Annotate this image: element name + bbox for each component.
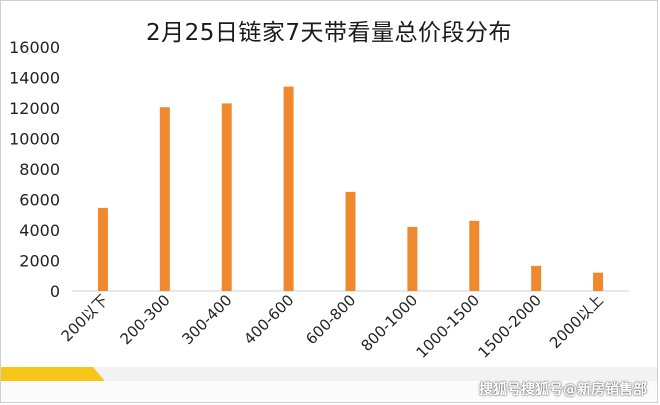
y-tick-label: 12000	[9, 99, 60, 118]
x-tick-label: 400-600	[240, 291, 297, 348]
chart-title: 2月25日链家7天带看量总价段分布	[145, 20, 513, 46]
x-tick-label: 1500-2000	[474, 291, 545, 362]
x-tick-label: 2000以上	[546, 291, 607, 352]
x-tick-label: 1000-1500	[413, 291, 484, 362]
bar-200-300	[159, 107, 170, 291]
y-tick-label: 16000	[9, 38, 60, 57]
x-tick-label: 800-1000	[357, 291, 421, 355]
x-tick-label: 200-300	[117, 291, 174, 348]
x-tick-label: 200以下	[58, 291, 112, 345]
bar-1500-2000	[531, 265, 542, 291]
y-tick-label: 8000	[19, 160, 60, 179]
y-tick-label: 4000	[19, 221, 60, 240]
x-tick-label: 300-400	[178, 291, 235, 348]
bar-800-1000	[407, 226, 418, 291]
x-tick-label: 600-800	[302, 291, 359, 348]
y-tick-label: 6000	[19, 191, 60, 210]
bar-200以下	[97, 207, 108, 291]
watermark: 搜狐号搜狐号@新房销售部	[479, 382, 647, 398]
bar-400-600	[283, 86, 294, 292]
y-tick-label: 2000	[19, 252, 60, 271]
y-tick-label: 0	[50, 282, 60, 301]
bar-1000-1500	[469, 220, 480, 291]
footer-band	[1, 367, 657, 402]
y-tick-label: 14000	[9, 69, 60, 88]
y-tick-label: 10000	[9, 130, 60, 149]
bar-600-800	[345, 191, 356, 291]
bar-2000以上	[593, 272, 604, 291]
bar-300-400	[221, 103, 232, 291]
